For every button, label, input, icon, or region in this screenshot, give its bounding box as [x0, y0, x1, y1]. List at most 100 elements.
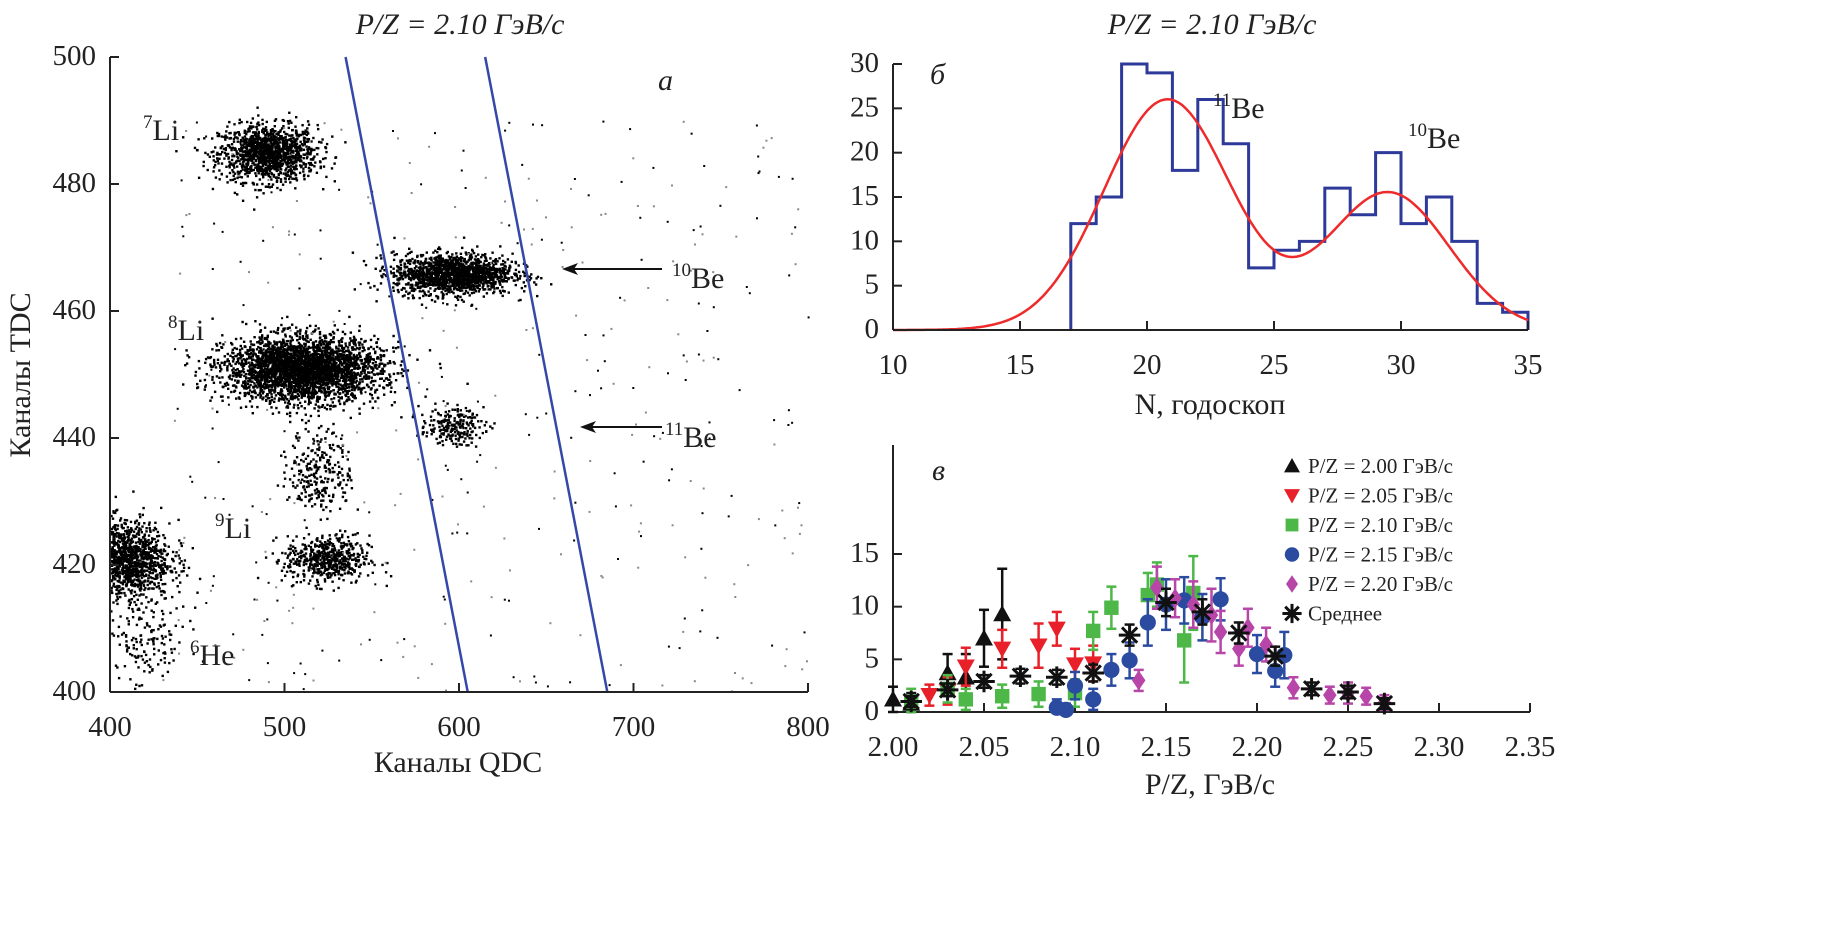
event-point [366, 358, 369, 361]
event-point [402, 272, 406, 275]
event-point [253, 140, 257, 143]
event-point [229, 178, 232, 182]
event-point [295, 167, 298, 171]
event-point [227, 396, 230, 399]
event-point [498, 268, 501, 272]
event-point [446, 288, 449, 292]
event-point [280, 148, 284, 151]
event-point [240, 144, 243, 147]
event-point [286, 347, 289, 350]
event-point [265, 156, 268, 159]
event-point [309, 161, 313, 165]
event-point [474, 266, 478, 269]
event-point [303, 388, 306, 391]
event-point [278, 141, 281, 144]
event-point [441, 281, 444, 284]
event-point [335, 385, 338, 388]
event-point [379, 356, 383, 359]
event-point [314, 324, 317, 328]
event-point [480, 256, 483, 259]
event-point [261, 334, 264, 337]
event-point [459, 295, 462, 299]
event-point [266, 132, 270, 136]
event-point [271, 128, 274, 132]
event-point [273, 351, 276, 355]
event-point [333, 180, 336, 183]
event-point [231, 356, 234, 359]
event-point [457, 265, 461, 268]
event-point [266, 131, 269, 134]
event-point [325, 142, 329, 146]
event-point [273, 342, 277, 346]
event-point [282, 150, 285, 154]
event-point [350, 352, 353, 355]
event-point [350, 388, 354, 392]
event-point [316, 397, 319, 400]
event-point [244, 351, 247, 354]
event-point [501, 285, 504, 289]
event-point [290, 344, 293, 347]
event-point [264, 386, 268, 390]
event-point [287, 122, 290, 125]
event-point [272, 364, 276, 367]
event-point [425, 282, 429, 285]
event-point [268, 165, 271, 168]
event-point [326, 391, 330, 394]
event-point [476, 286, 480, 290]
event-point [507, 277, 510, 281]
event-point [261, 163, 264, 166]
event-point [487, 276, 490, 279]
event-point [306, 127, 309, 130]
event-point [314, 345, 317, 349]
event-point [440, 277, 443, 280]
event-point [337, 339, 341, 343]
event-point [260, 336, 264, 339]
event-point [261, 122, 264, 126]
event-point [203, 137, 206, 140]
event-point [273, 400, 276, 403]
event-point [335, 372, 338, 376]
event-point [268, 152, 271, 156]
event-point [279, 178, 283, 181]
event-point [225, 381, 229, 385]
event-point [330, 167, 334, 170]
event-point [319, 161, 322, 164]
event-point [446, 260, 449, 264]
event-point [472, 276, 475, 280]
event-point [310, 394, 313, 397]
event-point [302, 153, 305, 156]
event-point [439, 259, 442, 263]
event-point [444, 266, 447, 269]
event-point [236, 193, 239, 196]
event-point [346, 383, 349, 386]
event-point [334, 156, 337, 159]
event-point [412, 275, 416, 278]
event-point [230, 378, 234, 381]
event-point [247, 377, 250, 380]
event-point [285, 152, 288, 155]
event-point [245, 322, 248, 326]
event-point [286, 389, 290, 393]
event-point [406, 265, 409, 269]
event-point [268, 151, 272, 154]
event-point [471, 248, 474, 252]
event-point [354, 367, 358, 370]
event-point [304, 129, 307, 132]
event-point [226, 181, 229, 184]
event-point [272, 133, 275, 136]
event-point [353, 358, 356, 361]
event-point [216, 159, 220, 162]
event-point [357, 364, 360, 367]
event-point [271, 157, 274, 161]
event-point [480, 276, 483, 280]
event-point [392, 250, 395, 253]
event-point [403, 262, 406, 265]
event-point [290, 394, 293, 397]
event-point [263, 128, 266, 131]
event-point [302, 170, 305, 173]
event-point [523, 290, 526, 293]
event-point [418, 278, 421, 282]
event-point [321, 138, 324, 141]
event-point [249, 155, 253, 158]
event-point [291, 144, 295, 148]
